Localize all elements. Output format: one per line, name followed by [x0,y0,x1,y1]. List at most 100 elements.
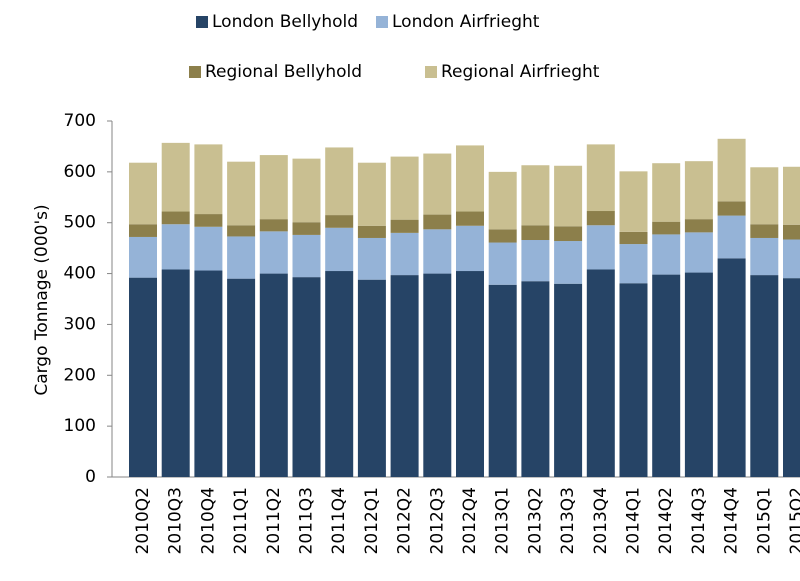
bar-segment [717,215,746,259]
bar-segment [684,161,713,220]
bar-segment [357,225,386,238]
legend-label: Regional Airfrieght [441,62,600,82]
bar-segment [652,163,681,222]
x-tick-label: 2012Q2 [395,487,415,554]
bar-segment [390,232,419,276]
bar-segment [750,224,779,238]
x-tick-label: 2013Q1 [493,487,513,554]
bar-segment [357,237,386,280]
bar-segment [227,161,256,226]
bar-segment [227,225,256,237]
x-tick-label: 2014Q2 [656,487,676,554]
bar-segment [390,275,419,477]
bar-segment [423,273,452,477]
y-tick-label: 500 [64,213,96,233]
y-tick-label: 300 [64,314,96,334]
y-tick-label: 400 [64,264,96,284]
bar-segment [750,275,779,477]
bar-segment [161,142,190,212]
bar-segment [586,144,615,212]
bar-segment [619,283,648,477]
bar-segment [129,224,157,237]
bar-segment [521,225,550,241]
bar-segment [292,234,321,278]
legend-swatch [425,66,437,78]
bar-segment [161,269,190,477]
x-tick-label: 2011Q4 [329,487,349,554]
bar-segment [554,165,583,227]
bar-segment [488,171,517,230]
bar-segment [652,234,681,275]
bar-segment [423,214,452,230]
bar-segment [423,229,452,274]
bar-segment [129,277,157,477]
bar-segment [684,272,713,477]
y-tick-label: 200 [64,365,96,385]
bar-segment [227,236,256,279]
bar-segment [554,283,583,477]
x-tick-label: 2010Q4 [198,487,218,554]
bar-segment [390,219,419,233]
x-tick-label: 2010Q2 [133,487,153,554]
y-tick-label: 0 [85,467,96,487]
y-tick-label: 100 [64,416,96,436]
bar-segment [390,156,419,220]
bar-segment [554,241,583,284]
bar-segment [357,162,386,226]
bar-segment [456,211,484,226]
bar-segment [586,269,615,477]
bar-segment [750,237,779,276]
x-tick-label: 2014Q3 [689,487,709,554]
bar-segment [129,162,157,225]
x-tick-label: 2014Q4 [722,487,742,554]
y-tick-label: 700 [64,111,96,131]
bar-segment [456,271,484,477]
bar-segment [292,277,321,477]
bar-segment [488,242,517,285]
legend-label: London Airfrieght [392,12,540,32]
x-tick-label: 2013Q3 [558,487,578,554]
bar-segment [325,227,354,272]
bar-segment [423,153,452,215]
bar-segment [521,165,550,226]
x-tick-label: 2010Q3 [166,487,186,554]
bar-segment [717,258,746,477]
bar-segment [619,171,648,232]
bar-segment [783,278,800,477]
x-tick-label: 2011Q2 [264,487,284,554]
x-tick-label: 2013Q2 [525,487,545,554]
legend-label: Regional Bellyhold [205,62,362,82]
bar-segment [554,226,583,242]
x-tick-label: 2015Q1 [754,487,774,554]
bar-segment [783,224,800,240]
bar-segment [684,219,713,233]
legend-swatch [376,16,388,28]
bar-segment [456,145,484,212]
x-tick-label: 2011Q1 [231,487,251,554]
legend-swatch [189,66,201,78]
bar-segment [259,231,288,274]
x-tick-label: 2011Q3 [297,487,317,554]
y-axis-label: Cargo Tonnage (000's) [32,204,52,395]
bar-segment [619,231,648,245]
x-tick-label: 2012Q4 [460,487,480,554]
bar-segment [194,144,223,215]
legend-label: London Bellyhold [212,12,358,32]
bar-segment [325,147,354,216]
bar-segment [684,232,713,273]
bar-segment [521,240,550,282]
bar-segment [161,224,190,270]
bar-segment [194,226,223,271]
bar-segment [194,214,223,227]
bar-segment [325,215,354,228]
legend-swatch [196,16,208,28]
bar-segment [194,270,223,477]
bar-segment [783,166,800,225]
bar-segment [325,271,354,477]
bar-segment [717,138,746,202]
bar-segment [619,244,648,284]
bar-segment [227,278,256,477]
bar-segment [161,211,190,225]
bar-segment [717,201,746,216]
